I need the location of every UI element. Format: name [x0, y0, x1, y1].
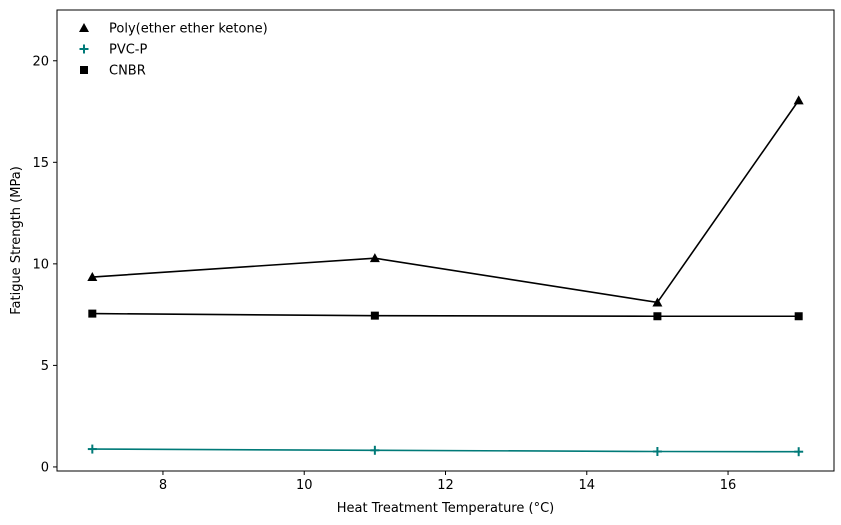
- series-0-point: [794, 95, 804, 104]
- legend-label: CNBR: [109, 64, 146, 79]
- y-axis-ticks: 0 5 10 15 20: [32, 54, 57, 475]
- y-tick-label: 5: [41, 359, 49, 374]
- x-tick-label: 14: [578, 478, 595, 493]
- series-2-point: [88, 310, 96, 318]
- x-tick-label: 12: [437, 478, 454, 493]
- x-tick-label: 16: [720, 478, 737, 493]
- legend-marker: [79, 23, 89, 32]
- x-axis-ticks: 8 10 12 14 16: [159, 471, 737, 493]
- series-2-point: [795, 312, 803, 320]
- legend-item: PVC-P: [80, 43, 148, 58]
- legend-item: Poly(ether ether ketone): [79, 22, 268, 37]
- legend-label: Poly(ether ether ketone): [109, 22, 268, 37]
- series-0-line: [92, 100, 798, 302]
- y-tick-label: 10: [32, 257, 49, 272]
- legend: Poly(ether ether ketone) PVC-P CNBR: [79, 22, 268, 79]
- legend-marker: [80, 66, 88, 74]
- x-tick-label: 8: [159, 478, 167, 493]
- y-tick-label: 20: [32, 54, 49, 69]
- y-tick-label: 15: [32, 156, 49, 171]
- series-1-point: [653, 447, 662, 456]
- series-2-point: [371, 312, 379, 320]
- series-layer: [87, 95, 803, 456]
- series-2-point: [653, 312, 661, 320]
- y-axis-label: Fatigue Strength (MPa): [9, 166, 24, 315]
- x-tick-label: 10: [296, 478, 313, 493]
- series-1-point: [794, 447, 803, 456]
- series-1-line: [92, 449, 798, 452]
- series-1-point: [370, 446, 379, 455]
- legend-marker: [80, 45, 89, 54]
- x-axis-label: Heat Treatment Temperature (°C): [337, 501, 554, 516]
- series-1-point: [88, 445, 97, 454]
- y-tick-label: 0: [41, 460, 49, 475]
- legend-label: PVC-P: [109, 43, 148, 58]
- plot-frame: [57, 10, 834, 471]
- legend-item: CNBR: [80, 64, 146, 79]
- series-2-line: [92, 314, 798, 317]
